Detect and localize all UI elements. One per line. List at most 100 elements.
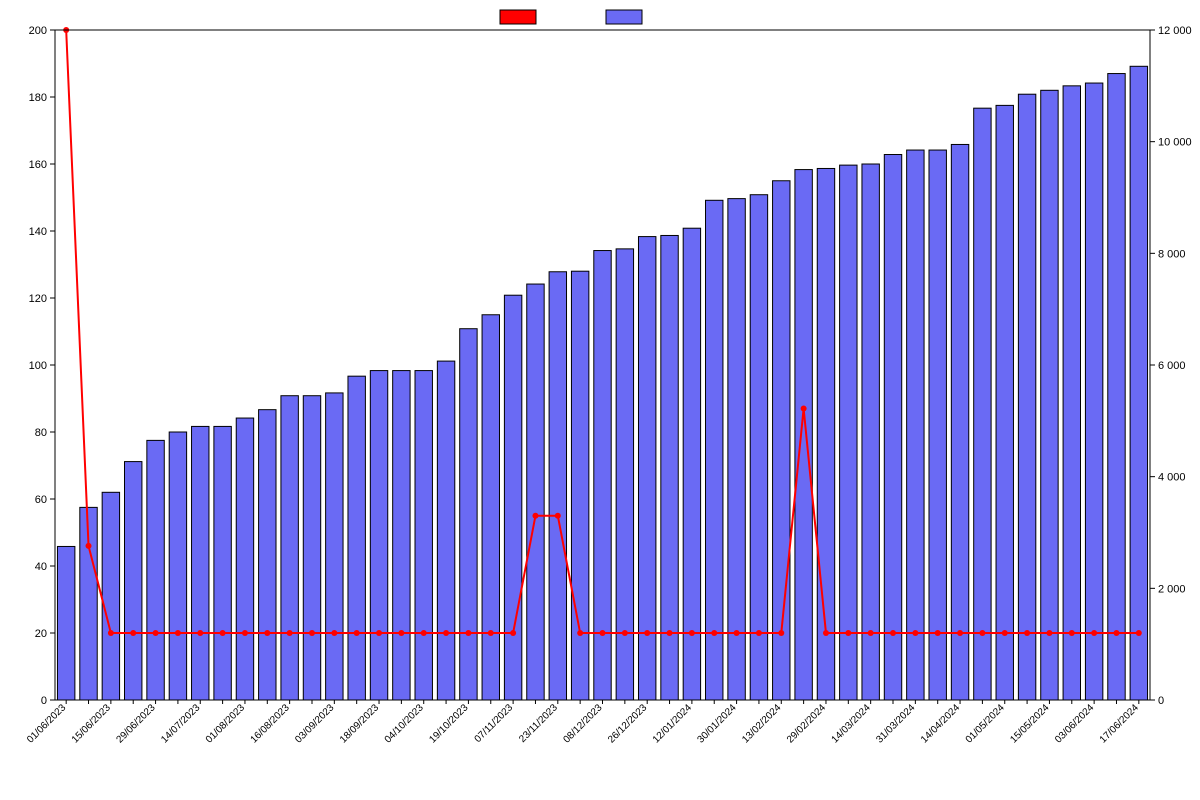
bar [862, 164, 879, 700]
bar [281, 396, 298, 700]
line-marker [957, 630, 963, 636]
line-marker [734, 630, 740, 636]
svg-text:2 000: 2 000 [1158, 583, 1186, 595]
bar [773, 181, 790, 700]
svg-text:120: 120 [29, 293, 47, 305]
bar [124, 462, 141, 700]
svg-text:12 000: 12 000 [1158, 25, 1192, 37]
bar [214, 426, 231, 700]
bar [1063, 86, 1080, 700]
svg-text:0: 0 [1158, 695, 1164, 707]
bar [303, 396, 320, 700]
svg-text:60: 60 [35, 494, 47, 506]
bar [259, 410, 276, 700]
line-marker [175, 630, 181, 636]
bar [527, 284, 544, 700]
bar [884, 155, 901, 700]
bar [236, 418, 253, 700]
bar [102, 492, 119, 700]
bar [504, 295, 521, 700]
line-marker [488, 630, 494, 636]
line-marker [153, 630, 159, 636]
bar [840, 165, 857, 700]
bar [996, 105, 1013, 700]
bar [1108, 74, 1125, 700]
line-marker [287, 630, 293, 636]
bar [437, 361, 454, 700]
line-marker [1002, 630, 1008, 636]
line-marker [689, 630, 695, 636]
svg-text:8 000: 8 000 [1158, 248, 1186, 260]
bar [817, 168, 834, 700]
line-marker [264, 630, 270, 636]
line-marker [644, 630, 650, 636]
line-marker [912, 630, 918, 636]
line-marker [667, 630, 673, 636]
bar [1041, 90, 1058, 700]
bar [192, 426, 209, 700]
bar [147, 440, 164, 700]
svg-text:40: 40 [35, 561, 47, 573]
svg-text:4 000: 4 000 [1158, 472, 1186, 484]
bar [415, 371, 432, 700]
legend-line-swatch [500, 10, 536, 24]
line-marker [577, 630, 583, 636]
line-marker [1091, 630, 1097, 636]
line-marker [890, 630, 896, 636]
bar [1018, 94, 1035, 700]
svg-text:180: 180 [29, 92, 47, 104]
line-marker [376, 630, 382, 636]
line-marker [845, 630, 851, 636]
bar [169, 432, 186, 700]
line-marker [979, 630, 985, 636]
line-marker [1113, 630, 1119, 636]
bar [326, 393, 343, 700]
bar [795, 170, 812, 700]
chart-svg: 02040608010012014016018020002 0004 0006 … [0, 0, 1200, 800]
bar [750, 195, 767, 700]
line-marker [555, 513, 561, 519]
line-marker [398, 630, 404, 636]
svg-text:200: 200 [29, 25, 47, 37]
bar [460, 329, 477, 700]
line-marker [197, 630, 203, 636]
line-marker [711, 630, 717, 636]
line-marker [1136, 630, 1142, 636]
bar [951, 144, 968, 700]
line-marker [532, 513, 538, 519]
svg-text:80: 80 [35, 427, 47, 439]
bar [348, 376, 365, 700]
line-marker [778, 630, 784, 636]
line-marker [801, 406, 807, 412]
bar [549, 272, 566, 700]
bar [393, 371, 410, 700]
bar [482, 315, 499, 700]
bar [929, 150, 946, 700]
bar [974, 108, 991, 700]
line-marker [622, 630, 628, 636]
line-marker [220, 630, 226, 636]
line-marker [756, 630, 762, 636]
bar [1130, 66, 1147, 700]
line-marker [421, 630, 427, 636]
bar [907, 150, 924, 700]
line-marker [465, 630, 471, 636]
line-marker [1046, 630, 1052, 636]
svg-text:20: 20 [35, 628, 47, 640]
combo-chart: 02040608010012014016018020002 0004 0006 … [0, 0, 1200, 800]
svg-text:0: 0 [41, 695, 47, 707]
line-marker [331, 630, 337, 636]
line-marker [600, 630, 606, 636]
bar [57, 546, 74, 700]
line-marker [1069, 630, 1075, 636]
bar [370, 371, 387, 700]
line-marker [309, 630, 315, 636]
line-marker [86, 543, 92, 549]
line-marker [130, 630, 136, 636]
line-marker [242, 630, 248, 636]
svg-text:160: 160 [29, 159, 47, 171]
line-marker [935, 630, 941, 636]
svg-text:10 000: 10 000 [1158, 137, 1192, 149]
line-marker [354, 630, 360, 636]
bar [1085, 83, 1102, 700]
